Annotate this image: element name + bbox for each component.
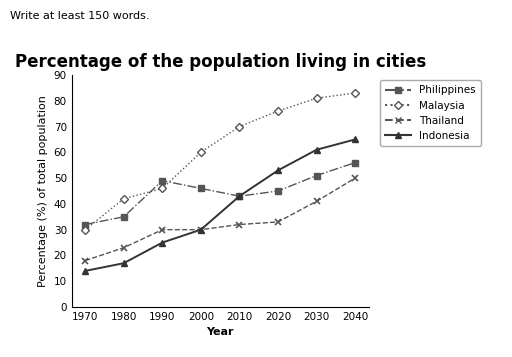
Legend: Philippines, Malaysia, Thailand, Indonesia: Philippines, Malaysia, Thailand, Indones…	[380, 80, 481, 146]
Y-axis label: Percentage (%) of total population: Percentage (%) of total population	[38, 95, 48, 287]
Title: Percentage of the population living in cities: Percentage of the population living in c…	[14, 52, 426, 71]
X-axis label: Year: Year	[206, 327, 234, 337]
Text: Write at least 150 words.: Write at least 150 words.	[10, 11, 150, 21]
